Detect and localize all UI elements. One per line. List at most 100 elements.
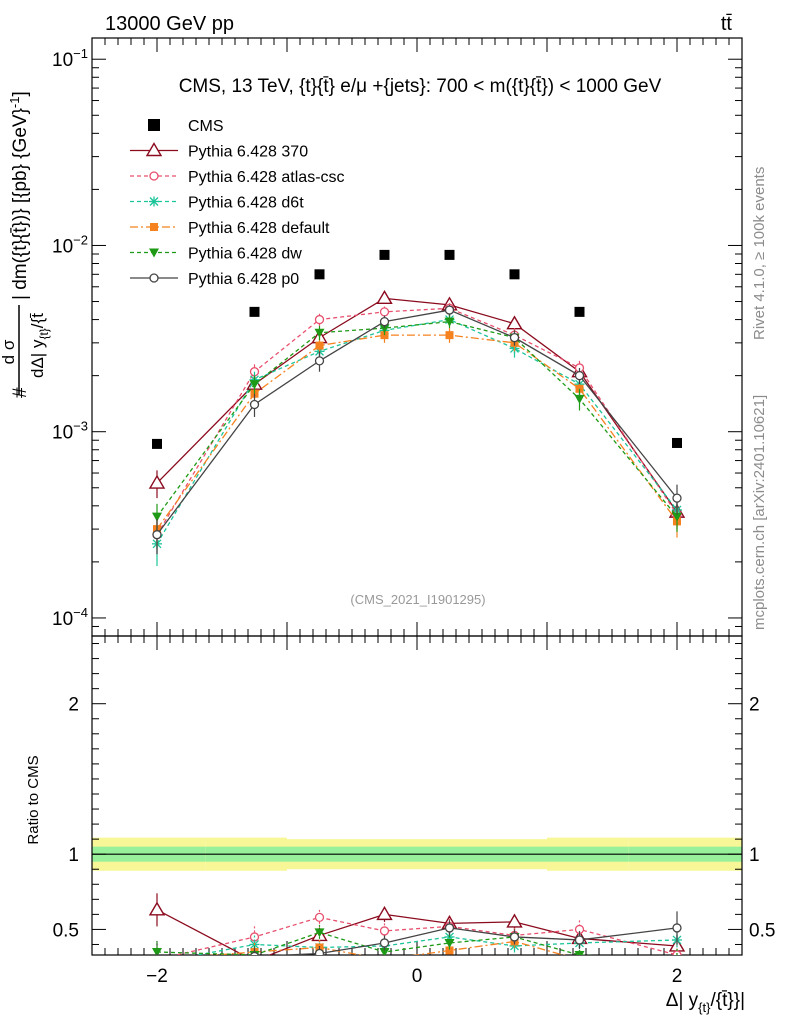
marker-triangle-down (314, 928, 325, 938)
ratio-y-axis-label: Ratio to CMS (25, 755, 42, 844)
marker-circle (250, 951, 259, 955)
energy-label: 13000 GeV pp (105, 13, 234, 35)
legend: CMS Pythia 6.428 370 Pythia 6.428 atlas-cs… (130, 118, 345, 288)
marker-square (314, 269, 325, 280)
marker-square (445, 946, 454, 955)
ratio-series-line (194, 936, 678, 955)
marker-circle (149, 273, 159, 283)
analysis-watermark: (CMS_2021_I1901295) (350, 592, 485, 607)
series-6 (152, 304, 682, 555)
ratio-frame (91, 635, 743, 956)
ratio-series-4 (152, 924, 682, 965)
ratio-y-tick-label-right: 1 (749, 845, 760, 866)
marker-circle (155, 954, 159, 955)
main-title: CMS, 13 TeV, {t}{t̄} e/μ +{jets}: 700 < … (179, 76, 662, 97)
marker-triangle-down (672, 956, 682, 965)
legend-label: CMS (188, 118, 224, 135)
legend-label: Pythia 6.428 default (188, 220, 330, 237)
marker-square (379, 249, 390, 260)
ratio-y-tick-label-right: 0.5 (749, 920, 775, 941)
marker-triangle (148, 474, 166, 489)
marker-circle (152, 530, 162, 540)
series-1 (148, 289, 686, 527)
marker-circle (314, 356, 325, 366)
axis-ticks: 10−1 10−2 10−3 10−4 −2 0 2 0.5 0.5 1 1 2 2 (52, 38, 775, 987)
legend-label: Pythia 6.428 370 (188, 144, 308, 161)
ratio-y-tick-label: 0.5 (53, 920, 79, 941)
series-line (156, 307, 678, 536)
marker-triangle-down (249, 380, 260, 390)
marker-circle (379, 926, 390, 936)
legend-entry: Pythia 6.428 atlas-csc (130, 169, 345, 186)
series-5 (152, 315, 682, 532)
ratio-bands (92, 837, 742, 871)
marker-circle (314, 314, 325, 325)
marker-square (574, 306, 585, 317)
marker-triangle (376, 905, 393, 921)
marker-square (672, 437, 682, 448)
marker-circle (672, 950, 682, 955)
marker-square (315, 341, 324, 350)
legend-label: Pythia 6.428 p0 (188, 271, 299, 288)
marker-circle (149, 171, 159, 181)
marker-circle (574, 935, 585, 945)
marker-circle (444, 305, 455, 315)
marker-square (673, 956, 681, 964)
marker-triangle (376, 289, 393, 305)
marker-triangle-down (379, 947, 390, 955)
series-line (156, 334, 678, 530)
legend-entry: Pythia 6.428 370 (130, 142, 308, 161)
y-tick-label: 10−1 (52, 46, 88, 71)
series-2 (152, 303, 682, 555)
marker-triangle (253, 952, 256, 955)
y-tick-label: 10−2 (52, 232, 88, 257)
ylabel-close: ] (10, 91, 31, 96)
marker-circle (509, 932, 520, 942)
ylabel-numerator: d σ (0, 339, 18, 364)
marker-triangle-down (314, 328, 325, 338)
ratio-series-line (272, 927, 678, 955)
ylabel-hash: # (10, 387, 31, 398)
series-line (156, 309, 678, 536)
marker-triangle-down (152, 512, 162, 522)
marker-square (152, 438, 162, 449)
x-axis-label: Δ| y{t}/{t̄}}| (666, 990, 745, 1015)
ratio-y-tick-label-right: 2 (749, 695, 760, 716)
marker-triangle-down (152, 947, 162, 955)
ylabel-sub: {t} (37, 328, 51, 339)
marker-triangle-down (379, 324, 390, 334)
marker-circle (672, 493, 682, 503)
ratio-y-tick-label: 2 (68, 695, 79, 716)
legend-label: Pythia 6.428 dw (188, 246, 302, 263)
series-4 (153, 328, 681, 548)
ratio-series-line (173, 916, 678, 955)
marker-triangle-down (444, 938, 455, 948)
marker-square (444, 249, 455, 260)
legend-entry: Pythia 6.428 p0 (130, 271, 299, 288)
marker-square (509, 269, 520, 280)
ratio-series-0 (148, 893, 686, 955)
y-tick-label: 10−4 (52, 605, 88, 630)
ratio-series-line (156, 909, 678, 955)
legend-label: Pythia 6.428 d6t (188, 195, 304, 212)
x-tick-label: 0 (412, 966, 423, 987)
marker-circle (509, 332, 520, 343)
marker-circle (379, 307, 390, 317)
ratio-series-line (156, 931, 594, 955)
ylabel-rest: | dm({t}{t̄})} [{pb} {GeV} (10, 108, 31, 300)
marker-circle (379, 316, 390, 327)
marker-triangle (145, 142, 163, 157)
marker-square (153, 956, 161, 964)
marker-circle (672, 923, 682, 933)
marker-square (148, 119, 160, 131)
marker-circle (314, 912, 325, 923)
legend-entry: CMS (148, 118, 224, 135)
mcplots-label: mcplots.cern.ch [arXiv:2401.10621] (751, 395, 768, 630)
series-3 (152, 313, 682, 567)
marker-circle (444, 923, 455, 933)
series-line (156, 320, 678, 518)
marker-square (445, 331, 454, 340)
marker-circle (379, 938, 390, 948)
series-line (156, 297, 678, 513)
